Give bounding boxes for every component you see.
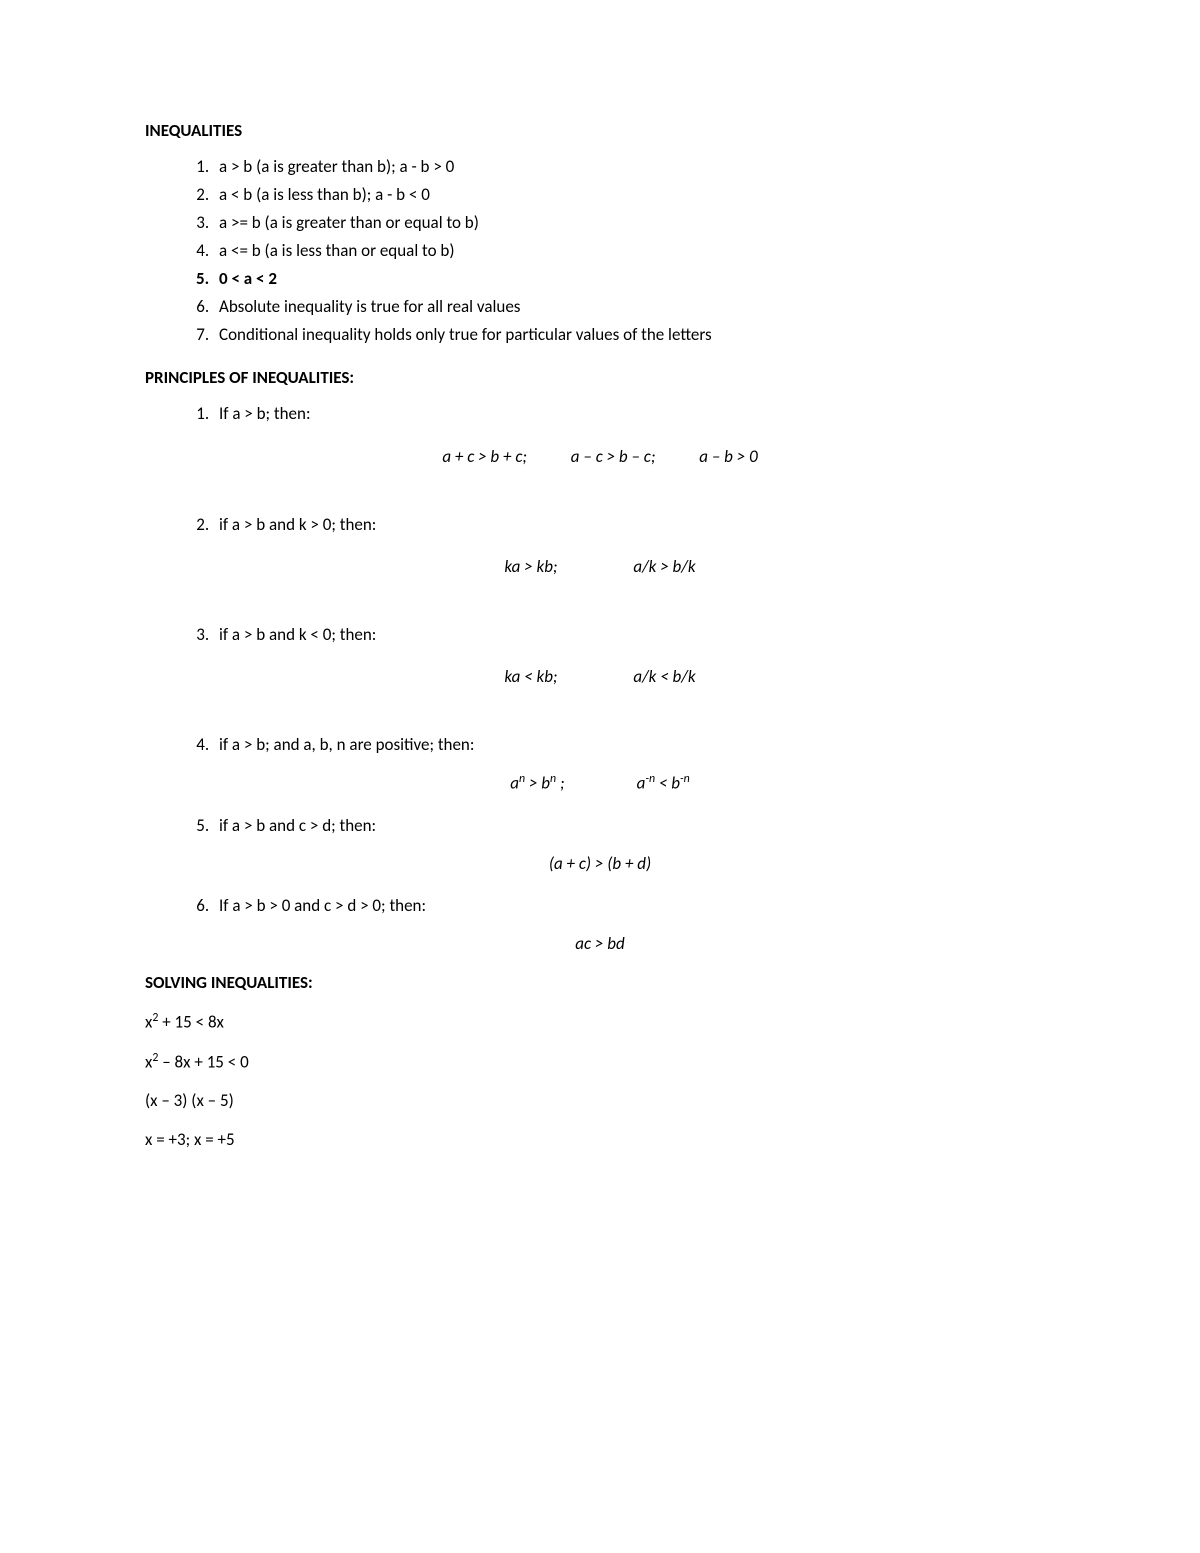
principle-formula: ka < kb; a/k < b/k <box>145 666 1055 687</box>
principle-text: If a > b; then: <box>219 403 311 424</box>
list-item: 0 < a < 2 <box>213 265 1055 293</box>
list-item: a < b (a is less than b); a - b < 0 <box>213 181 1055 209</box>
solving-line: x2 + 15 < 8x <box>145 1011 1055 1033</box>
principle-formula: ka > kb; a/k > b/k <box>145 556 1055 577</box>
heading-solving: SOLVING INEQUALITIES: <box>145 972 1055 993</box>
principle-formula: ac > bd <box>145 933 1055 954</box>
principle-item: if a > b and c > d; then: <box>213 812 1055 839</box>
list-item: Absolute inequality is true for all real… <box>213 293 1055 321</box>
principle-formula: (a + c) > (b + d) <box>145 853 1055 874</box>
heading-principles: PRINCIPLES OF INEQUALITIES: <box>145 367 1055 388</box>
list-item: Conditional inequality holds only true f… <box>213 321 1055 349</box>
principle-item: if a > b and k > 0; then: <box>213 511 1055 538</box>
list-item: a >= b (a is greater than or equal to b) <box>213 209 1055 237</box>
principles-list: if a > b and k < 0; then: <box>145 621 1055 648</box>
document-page: INEQUALITIES a > b (a is greater than b)… <box>0 0 1200 1368</box>
principle-item: if a > b and k < 0; then: <box>213 621 1055 648</box>
heading-inequalities: INEQUALITIES <box>145 120 1055 141</box>
principles-list: if a > b and c > d; then: <box>145 812 1055 839</box>
list-item: a <= b (a is less than or equal to b) <box>213 237 1055 265</box>
solving-line: x = +3; x = +5 <box>145 1129 1055 1150</box>
principle-item: If a > b > 0 and c > d > 0; then: <box>213 892 1055 919</box>
principles-list: if a > b and k > 0; then: <box>145 511 1055 538</box>
list-item: a > b (a is greater than b); a - b > 0 <box>213 153 1055 181</box>
principles-list: if a > b; and a, b, n are positive; then… <box>145 731 1055 758</box>
principle-text: if a > b and c > d; then: <box>219 815 376 836</box>
principle-item: If a > b; then: <box>213 400 1055 427</box>
principle-text: if a > b and k < 0; then: <box>219 624 376 645</box>
principle-text: if a > b; and a, b, n are positive; then… <box>219 734 474 755</box>
solving-block: x2 + 15 < 8x x2 – 8x + 15 < 0 (x – 3) (x… <box>145 1011 1055 1150</box>
inequalities-list: a > b (a is greater than b); a - b > 0 a… <box>145 153 1055 349</box>
principle-text: If a > b > 0 and c > d > 0; then: <box>219 895 426 916</box>
principle-text: if a > b and k > 0; then: <box>219 514 376 535</box>
principles-list: If a > b > 0 and c > d > 0; then: <box>145 892 1055 919</box>
principle-formula: a + c > b + c; a – c > b – c; a – b > 0 <box>145 446 1055 467</box>
solving-line: (x – 3) (x – 5) <box>145 1090 1055 1111</box>
principle-item: if a > b; and a, b, n are positive; then… <box>213 731 1055 758</box>
principle-formula: an > bn ;a-n < b-n <box>145 772 1055 794</box>
principles-list: If a > b; then: <box>145 400 1055 427</box>
solving-line: x2 – 8x + 15 < 0 <box>145 1051 1055 1073</box>
